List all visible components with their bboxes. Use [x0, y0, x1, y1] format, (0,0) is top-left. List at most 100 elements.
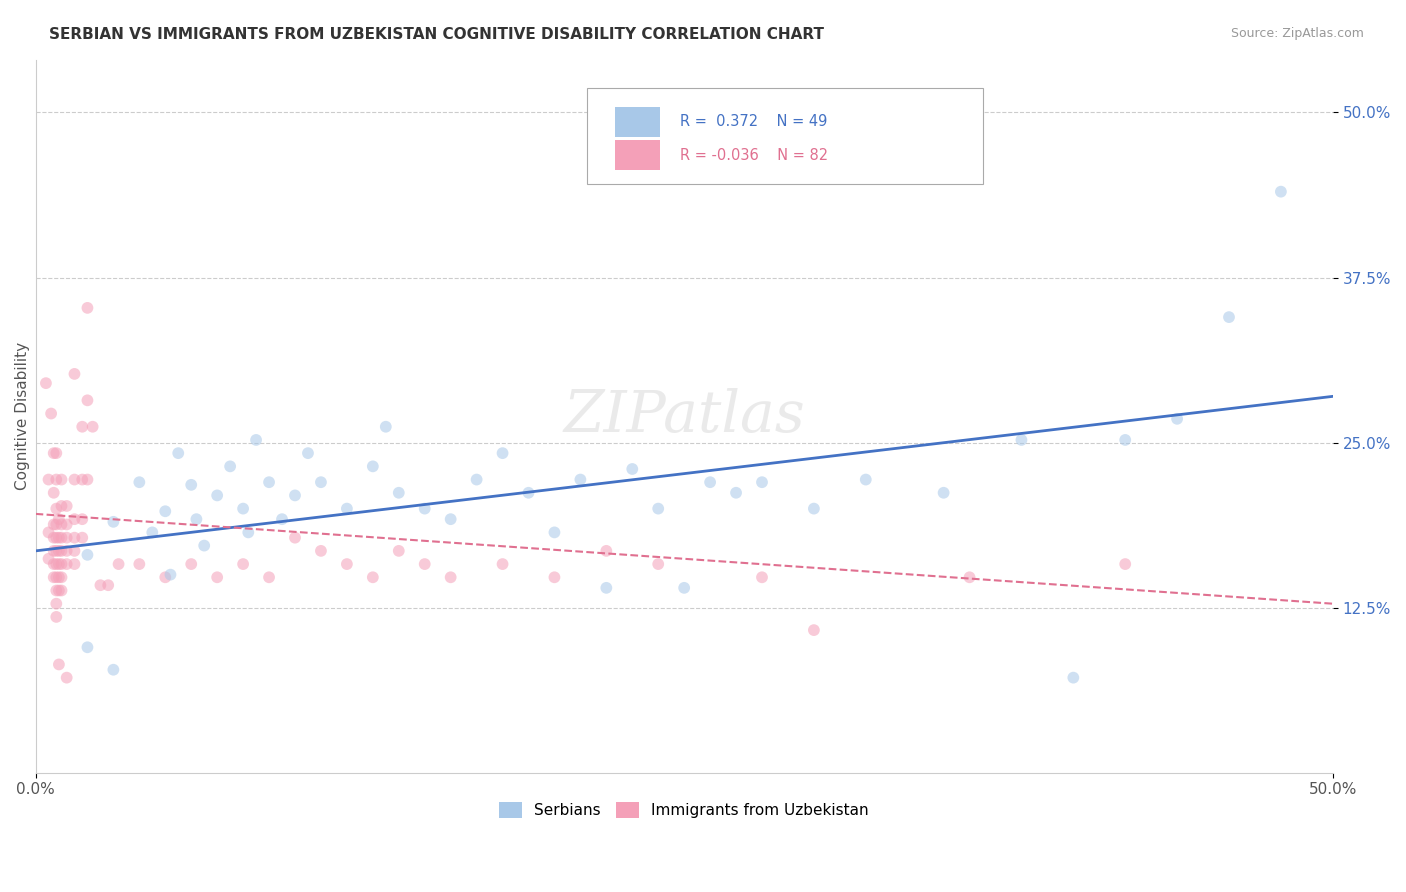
- Legend: Serbians, Immigrants from Uzbekistan: Serbians, Immigrants from Uzbekistan: [492, 795, 877, 826]
- Point: [45, 557, 67, 571]
- Point: [45, 501, 67, 516]
- Point: [72, 512, 94, 526]
- Point: [48, 544, 70, 558]
- Point: [63, 512, 86, 526]
- Point: [55, 557, 77, 571]
- Point: [45, 517, 67, 532]
- Point: [440, 570, 463, 584]
- Point: [1114, 433, 1136, 447]
- Point: [413, 557, 436, 571]
- Point: [72, 419, 94, 434]
- Point: [232, 557, 254, 571]
- Point: [45, 597, 67, 611]
- Point: [336, 557, 359, 571]
- Point: [361, 459, 384, 474]
- Point: [232, 501, 254, 516]
- Point: [38, 525, 60, 540]
- Point: [48, 570, 70, 584]
- Point: [72, 473, 94, 487]
- Point: [45, 446, 67, 460]
- Point: [45, 610, 67, 624]
- Point: [673, 581, 696, 595]
- Point: [42, 485, 65, 500]
- Point: [51, 473, 73, 487]
- Point: [48, 557, 70, 571]
- Point: [647, 501, 669, 516]
- Point: [361, 570, 384, 584]
- Point: [388, 485, 411, 500]
- Point: [167, 446, 190, 460]
- Point: [1114, 557, 1136, 571]
- Point: [42, 531, 65, 545]
- Point: [48, 531, 70, 545]
- Point: [38, 551, 60, 566]
- Point: [128, 475, 150, 490]
- Point: [63, 544, 86, 558]
- Point: [35, 376, 58, 391]
- Point: [932, 485, 955, 500]
- FancyBboxPatch shape: [616, 107, 659, 136]
- FancyBboxPatch shape: [586, 88, 983, 185]
- Point: [63, 367, 86, 381]
- Point: [284, 531, 307, 545]
- Point: [1218, 310, 1240, 325]
- Point: [55, 499, 77, 513]
- Point: [76, 393, 98, 408]
- Point: [155, 504, 177, 518]
- Point: [45, 544, 67, 558]
- Point: [193, 539, 215, 553]
- Text: Source: ZipAtlas.com: Source: ZipAtlas.com: [1230, 27, 1364, 40]
- Point: [803, 623, 825, 637]
- Text: SERBIAN VS IMMIGRANTS FROM UZBEKISTAN COGNITIVE DISABILITY CORRELATION CHART: SERBIAN VS IMMIGRANTS FROM UZBEKISTAN CO…: [49, 27, 824, 42]
- Point: [1010, 433, 1032, 447]
- Point: [491, 446, 513, 460]
- Point: [413, 501, 436, 516]
- FancyBboxPatch shape: [616, 140, 659, 170]
- Point: [55, 517, 77, 532]
- Point: [1270, 185, 1292, 199]
- Point: [107, 557, 129, 571]
- Point: [55, 671, 77, 685]
- Point: [205, 488, 228, 502]
- Point: [63, 473, 86, 487]
- Point: [180, 557, 202, 571]
- Point: [128, 557, 150, 571]
- Point: [219, 459, 242, 474]
- Point: [180, 478, 202, 492]
- Point: [297, 446, 319, 460]
- Point: [103, 515, 125, 529]
- Point: [51, 570, 73, 584]
- Point: [48, 657, 70, 672]
- Point: [42, 544, 65, 558]
- Point: [51, 557, 73, 571]
- Point: [238, 525, 260, 540]
- Point: [72, 531, 94, 545]
- Point: [803, 501, 825, 516]
- Point: [39, 407, 62, 421]
- Point: [38, 473, 60, 487]
- Point: [621, 462, 644, 476]
- Point: [42, 570, 65, 584]
- Point: [491, 557, 513, 571]
- Point: [76, 473, 98, 487]
- Text: ZIPatlas: ZIPatlas: [564, 388, 806, 444]
- Point: [543, 570, 565, 584]
- Point: [159, 567, 181, 582]
- Point: [284, 488, 307, 502]
- Point: [257, 570, 280, 584]
- Point: [1062, 671, 1084, 685]
- Point: [51, 499, 73, 513]
- Point: [45, 583, 67, 598]
- Point: [647, 557, 669, 571]
- Point: [51, 583, 73, 598]
- Point: [42, 446, 65, 460]
- Point: [42, 557, 65, 571]
- Point: [595, 544, 617, 558]
- Point: [699, 475, 721, 490]
- Point: [751, 570, 773, 584]
- Point: [271, 512, 294, 526]
- Point: [45, 570, 67, 584]
- Point: [45, 531, 67, 545]
- Point: [45, 473, 67, 487]
- Point: [959, 570, 981, 584]
